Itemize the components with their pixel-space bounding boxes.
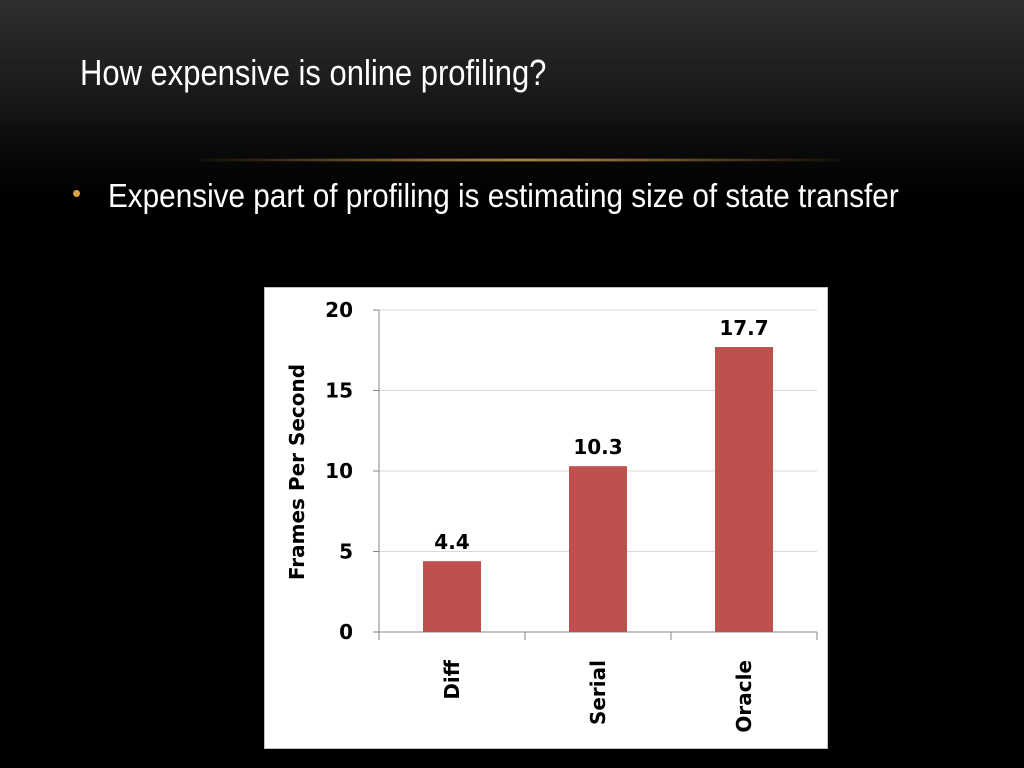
y-tick-label: 0 [339,620,353,644]
bullet-text: Expensive part of profiling is estimatin… [108,177,899,214]
bar-serial [569,466,627,632]
slide-title: How expensive is online profiling? [80,52,547,93]
y-tick-label: 5 [339,540,353,564]
y-tick-label: 15 [325,379,353,403]
bar-chart-svg: 0 5 10 15 20 4.4 Diff 10.3 Serial 17.7 Oracle Fram… [285,298,818,733]
y-tick-label: 10 [325,459,353,483]
bar-oracle [715,347,773,632]
data-label: 4.4 [434,530,469,554]
bullet-marker: • [72,178,82,208]
x-tick-label: Serial [586,660,610,725]
y-tick-label: 20 [325,298,353,322]
x-tick-label: Oracle [732,660,756,733]
data-label: 10.3 [573,435,622,459]
title-divider [200,158,840,162]
bar-chart: 0 5 10 15 20 4.4 Diff 10.3 Serial 17.7 Oracle Fram… [264,287,828,749]
labels: 0 5 10 15 20 4.4 Diff 10.3 Serial 17.7 Oracle [325,298,769,733]
data-label: 17.7 [719,316,768,340]
y-axis-label: Frames Per Second [285,364,309,580]
bar-diff [423,561,481,632]
x-tick-label: Diff [440,659,464,699]
bars [423,347,773,632]
